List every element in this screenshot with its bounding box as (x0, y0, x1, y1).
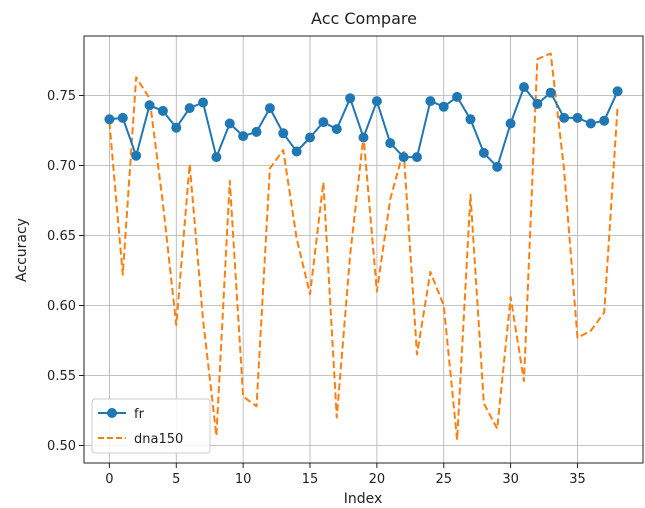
data-point-fr (145, 100, 155, 110)
data-point-fr (425, 96, 435, 106)
data-point-fr (385, 138, 395, 148)
data-point-fr (572, 113, 582, 123)
data-point-fr (278, 128, 288, 138)
data-point-fr (599, 116, 609, 126)
data-point-fr (225, 119, 235, 129)
x-axis-label: Index (344, 491, 383, 507)
data-point-fr (465, 114, 475, 124)
data-point-fr (546, 88, 556, 98)
x-tick-label: 10 (235, 472, 252, 487)
data-point-fr (131, 151, 141, 161)
data-point-fr (559, 113, 569, 123)
data-point-fr (372, 96, 382, 106)
data-point-fr (171, 123, 181, 133)
data-point-fr (479, 148, 489, 158)
data-point-fr (118, 113, 128, 123)
chart-title: Acc Compare (311, 9, 417, 28)
data-point-fr (613, 86, 623, 96)
data-point-fr (519, 82, 529, 92)
x-tick-label: 20 (369, 472, 386, 487)
data-point-fr (332, 124, 342, 134)
y-tick-label: 0.75 (47, 89, 76, 104)
y-axis-label: Accuracy (14, 218, 30, 282)
x-tick-label: 35 (569, 472, 586, 487)
legend-label-dna150: dna150 (134, 432, 183, 447)
data-point-fr (265, 103, 275, 113)
y-tick-label: 0.70 (47, 159, 76, 174)
data-point-fr (318, 117, 328, 127)
y-tick-label: 0.65 (47, 229, 76, 244)
data-point-fr (305, 133, 315, 143)
data-point-fr (452, 92, 462, 102)
data-point-fr (586, 119, 596, 129)
data-point-fr (359, 133, 369, 143)
y-tick-label: 0.50 (47, 439, 76, 454)
x-tick-label: 15 (302, 472, 319, 487)
data-point-fr (252, 127, 262, 137)
data-point-fr (238, 131, 248, 141)
data-point-fr (506, 119, 516, 129)
data-point-fr (492, 162, 502, 172)
data-point-fr (412, 152, 422, 162)
y-tick-label: 0.55 (47, 369, 76, 384)
legend-label-fr: fr (134, 407, 145, 422)
data-point-fr (439, 102, 449, 112)
data-point-fr (399, 152, 409, 162)
data-point-fr (185, 103, 195, 113)
x-tick-label: 5 (172, 472, 180, 487)
y-tick-label: 0.60 (47, 299, 76, 314)
x-tick-label: 25 (435, 472, 452, 487)
data-point-fr (198, 98, 208, 108)
data-point-fr (532, 99, 542, 109)
data-point-fr (158, 106, 168, 116)
legend: fr dna150 (92, 399, 210, 453)
x-tick-label: 30 (502, 472, 519, 487)
x-tick-label: 0 (105, 472, 113, 487)
legend-marker-fr (107, 408, 117, 418)
data-point-fr (345, 93, 355, 103)
data-point-fr (292, 147, 302, 157)
data-point-fr (211, 152, 221, 162)
data-point-fr (104, 114, 114, 124)
